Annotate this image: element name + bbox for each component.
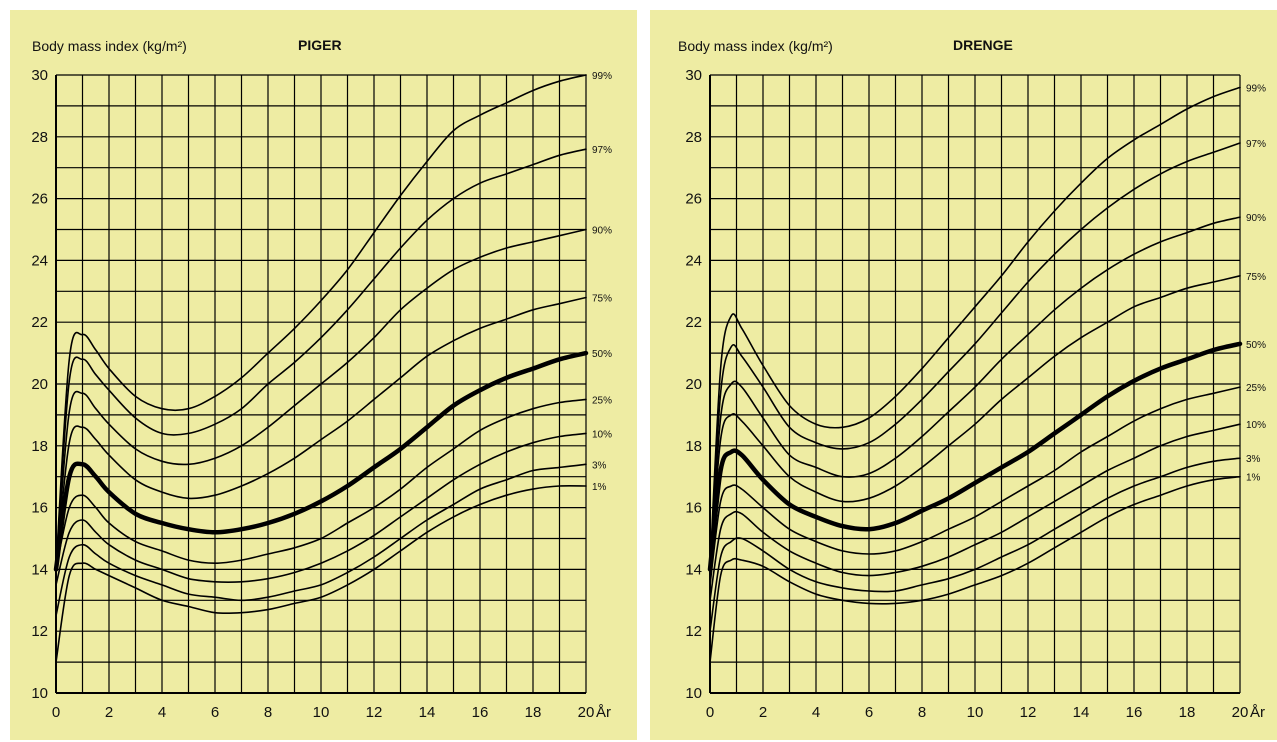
percentile-label: 90% <box>592 226 612 237</box>
y-tick-label: 16 <box>31 500 48 517</box>
y-tick-label: 18 <box>685 438 702 455</box>
percentile-label: 10% <box>1246 420 1266 431</box>
x-tick-label: 16 <box>1126 704 1143 721</box>
percentile-curve-75-pct <box>55 296 587 571</box>
y-tick-label: 30 <box>31 67 48 84</box>
y-tick-label: 22 <box>685 314 702 331</box>
percentile-curve-10-pct <box>55 432 587 586</box>
x-tick-label: 10 <box>313 704 330 721</box>
percentile-curve-99-pct <box>709 86 1241 571</box>
y-tick-label: 18 <box>31 438 48 455</box>
y-tick-label: 28 <box>31 129 48 146</box>
percentile-curve-75-pct <box>709 275 1241 571</box>
percentile-label: 10% <box>592 429 612 440</box>
x-axis-label: År <box>1250 704 1265 721</box>
y-tick-label: 12 <box>31 623 48 640</box>
percentile-curve-97-pct <box>55 148 587 571</box>
y-tick-label: 26 <box>685 191 702 208</box>
x-axis-label: År <box>596 704 611 721</box>
y-tick-label: 22 <box>31 314 48 331</box>
percentile-curve-1-pct <box>709 475 1241 663</box>
y-tick-label: 12 <box>685 623 702 640</box>
percentile-label: 3% <box>592 460 607 471</box>
y-tick-label: 14 <box>31 561 48 578</box>
x-tick-label: 20 <box>578 704 595 721</box>
percentile-curve-50-pct <box>707 341 1243 572</box>
x-tick-label: 14 <box>1073 704 1090 721</box>
x-tick-label: 12 <box>366 704 383 721</box>
percentile-curve-90-pct <box>709 216 1241 571</box>
x-tick-label: 4 <box>812 704 820 721</box>
y-tick-label: 24 <box>31 252 48 269</box>
x-tick-label: 18 <box>525 704 542 721</box>
percentile-label: 25% <box>592 395 612 406</box>
percentile-label: 25% <box>1246 383 1266 394</box>
y-tick-label: 20 <box>685 376 702 393</box>
percentile-curve-10-pct <box>709 423 1241 602</box>
x-tick-label: 18 <box>1179 704 1196 721</box>
x-tick-label: 2 <box>759 704 767 721</box>
x-tick-label: 16 <box>472 704 489 721</box>
percentile-label: 50% <box>1246 340 1266 351</box>
percentile-curve-25-pct <box>709 386 1241 586</box>
y-tick-label: 16 <box>685 500 702 517</box>
chart-title: DRENGE <box>953 37 1013 53</box>
x-tick-label: 12 <box>1020 704 1037 721</box>
percentile-curve-3-pct <box>709 457 1241 632</box>
y-tick-label: 30 <box>685 67 702 84</box>
percentile-label: 99% <box>592 71 612 82</box>
percentile-curve-97-pct <box>709 142 1241 571</box>
x-tick-label: 8 <box>918 704 926 721</box>
percentile-curve-1-pct <box>55 484 587 663</box>
percentile-curve-50-pct <box>53 350 589 572</box>
percentile-label: 99% <box>1246 83 1266 94</box>
y-axis-title: Body mass index (kg/m²) <box>32 38 187 54</box>
x-tick-label: 10 <box>967 704 984 721</box>
x-tick-label: 0 <box>706 704 714 721</box>
percentile-curve-3-pct <box>55 463 587 617</box>
chart-title: PIGER <box>298 37 342 53</box>
x-tick-label: 20 <box>1232 704 1249 721</box>
percentile-label: 75% <box>592 293 612 304</box>
y-tick-label: 28 <box>685 129 702 146</box>
x-tick-label: 4 <box>158 704 166 721</box>
percentile-label: 1% <box>592 482 607 493</box>
percentile-label: 75% <box>1246 272 1266 283</box>
percentile-curve-99-pct <box>55 74 587 571</box>
percentile-curve-25-pct <box>55 398 587 571</box>
y-tick-label: 14 <box>685 561 702 578</box>
x-tick-label: 14 <box>419 704 436 721</box>
y-tick-label: 20 <box>31 376 48 393</box>
percentile-label: 3% <box>1246 454 1261 465</box>
y-axis-title: Body mass index (kg/m²) <box>678 38 833 54</box>
x-tick-label: 2 <box>105 704 113 721</box>
percentile-label: 1% <box>1246 473 1261 484</box>
y-tick-label: 10 <box>685 685 702 702</box>
x-tick-label: 8 <box>264 704 272 721</box>
percentile-curve-90-pct <box>55 228 587 571</box>
percentile-label: 97% <box>1246 139 1266 150</box>
x-tick-label: 6 <box>211 704 219 721</box>
percentile-label: 90% <box>1246 213 1266 224</box>
percentile-label: 50% <box>592 349 612 360</box>
girls-bmi-panel: Body mass index (kg/m²) PIGER 10 12 14 16 18… <box>10 10 637 740</box>
percentile-label: 97% <box>592 145 612 156</box>
y-tick-label: 24 <box>685 252 702 269</box>
boys-bmi-panel: Body mass index (kg/m²) DRENGE 10 12 14 16 1… <box>650 10 1277 740</box>
x-tick-label: 0 <box>52 704 60 721</box>
x-tick-label: 6 <box>865 704 873 721</box>
y-tick-label: 10 <box>31 685 48 702</box>
y-tick-label: 26 <box>31 191 48 208</box>
